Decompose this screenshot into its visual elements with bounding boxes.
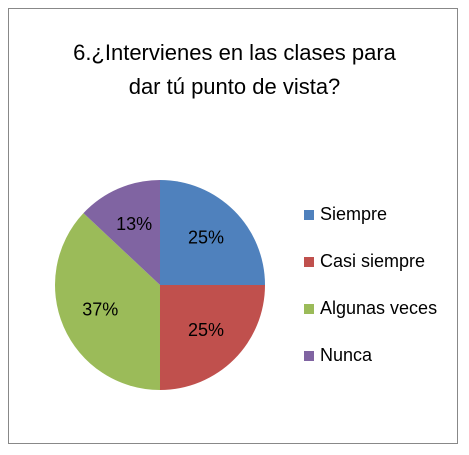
legend-swatch: [304, 210, 314, 220]
pie-slice: [83, 180, 160, 285]
legend-label: Siempre: [320, 204, 387, 224]
legend-label: Nunca: [320, 345, 373, 365]
legend-label: Algunas veces: [320, 298, 437, 318]
data-label: 13%: [116, 214, 152, 234]
data-label: 37%: [82, 300, 118, 320]
legend-swatch: [304, 257, 314, 267]
legend-label: Casi siempre: [320, 251, 425, 271]
legend-swatch: [304, 351, 314, 361]
chart-title: 6.¿Intervienes en las clases para dar tú…: [73, 40, 396, 99]
pie-slice: [160, 285, 265, 390]
chart-frame: [8, 8, 458, 444]
pie-slice: [54, 213, 161, 390]
data-label: 25%: [188, 320, 224, 340]
data-label: 25%: [188, 228, 224, 248]
legend-swatch: [304, 304, 314, 314]
pie-slice: [160, 180, 265, 285]
